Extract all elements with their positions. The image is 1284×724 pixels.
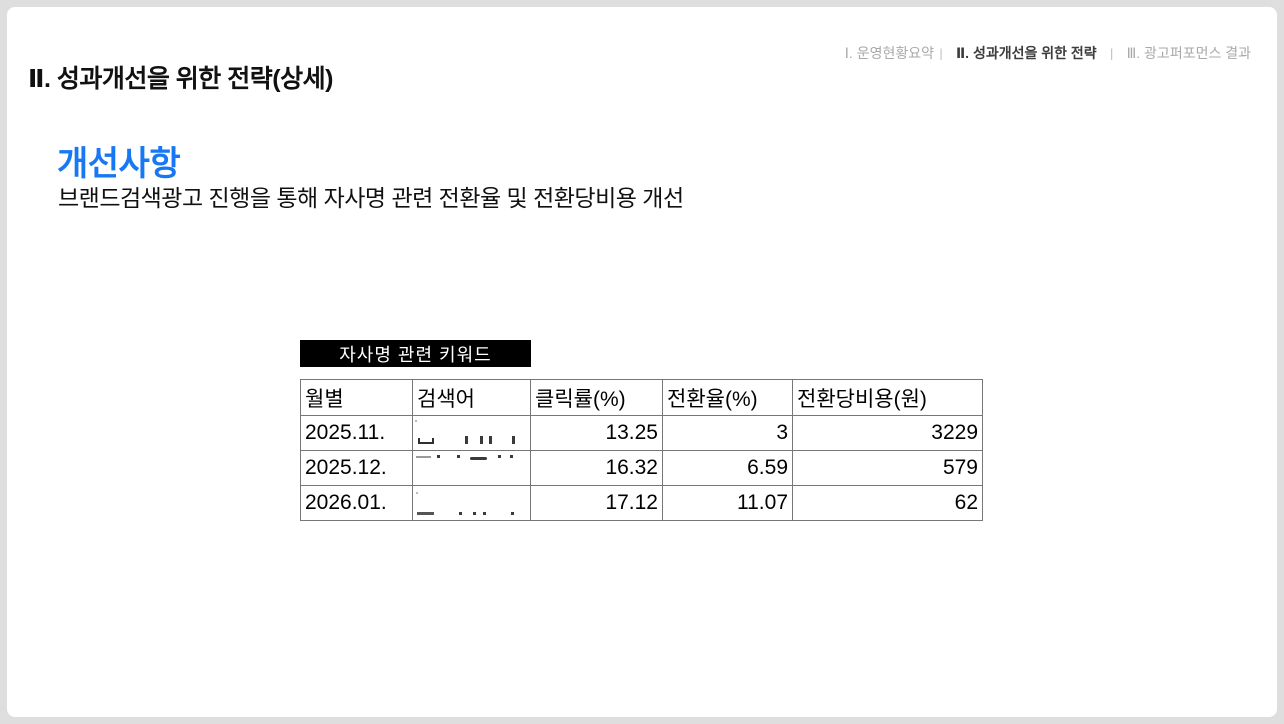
cell-keyword-redacted (412, 450, 531, 486)
table-row: 2025.11. 13.25 3 3229 (300, 415, 983, 451)
cell-month: 2025.11. (300, 415, 413, 451)
cell-month: 2026.01. (300, 485, 413, 521)
header-ctr: 클릭률(%) (530, 379, 663, 416)
keyword-table: 월별 검색어 클릭률(%) 전환율(%) 전환당비용(원) 2025.11. 1… (300, 379, 983, 521)
redacted-keyword-smudge (414, 452, 530, 485)
cell-cpa: 3229 (792, 415, 983, 451)
breadcrumb-section-2-active: Ⅱ. 성과개선을 위한 전략 (955, 45, 1097, 61)
table-row: 2025.12. 16.32 6.59 579 (300, 450, 983, 486)
breadcrumb: Ⅰ. 운영현황요약 ㅣ Ⅱ. 성과개선을 위한 전략 ㅣ Ⅲ. 광고퍼포먼스 결… (845, 43, 1251, 63)
table-header-row: 월별 검색어 클릭률(%) 전환율(%) 전환당비용(원) (300, 379, 983, 416)
header-keyword: 검색어 (412, 379, 531, 416)
breadcrumb-separator: ㅣ (934, 46, 947, 62)
table-label: 자사명 관련 키워드 (300, 340, 531, 367)
slide-title: Ⅱ. 성과개선을 위한 전략(상세) (28, 65, 333, 93)
cell-ctr: 17.12 (530, 485, 663, 521)
breadcrumb-separator: ㅣ (1105, 46, 1118, 62)
header-cpa: 전환당비용(원) (792, 379, 983, 416)
header-month: 월별 (300, 379, 413, 416)
table-row: 2026.01. 17.12 11.07 62 (300, 485, 983, 521)
section-description: 브랜드검색광고 진행을 통해 자사명 관련 전환율 및 전환당비용 개선 (58, 185, 684, 211)
cell-keyword-redacted (412, 485, 531, 521)
cell-ctr: 13.25 (530, 415, 663, 451)
redacted-keyword-smudge (414, 417, 530, 450)
section-heading: 개선사항 (57, 145, 181, 183)
slide-canvas: Ⅰ. 운영현황요약 ㅣ Ⅱ. 성과개선을 위한 전략 ㅣ Ⅲ. 광고퍼포먼스 결… (7, 7, 1277, 717)
cell-keyword-redacted (412, 415, 531, 451)
header-cvr: 전환율(%) (662, 379, 793, 416)
cell-cvr: 3 (662, 415, 793, 451)
cell-cvr: 11.07 (662, 485, 793, 521)
cell-cvr: 6.59 (662, 450, 793, 486)
breadcrumb-section-3: Ⅲ. 광고퍼포먼스 결과 (1126, 45, 1251, 61)
cell-cpa: 62 (792, 485, 983, 521)
breadcrumb-section-1: Ⅰ. 운영현황요약 (844, 45, 934, 61)
cell-ctr: 16.32 (530, 450, 663, 486)
cell-month: 2025.12. (300, 450, 413, 486)
redacted-keyword-smudge (414, 487, 530, 520)
cell-cpa: 579 (792, 450, 983, 486)
